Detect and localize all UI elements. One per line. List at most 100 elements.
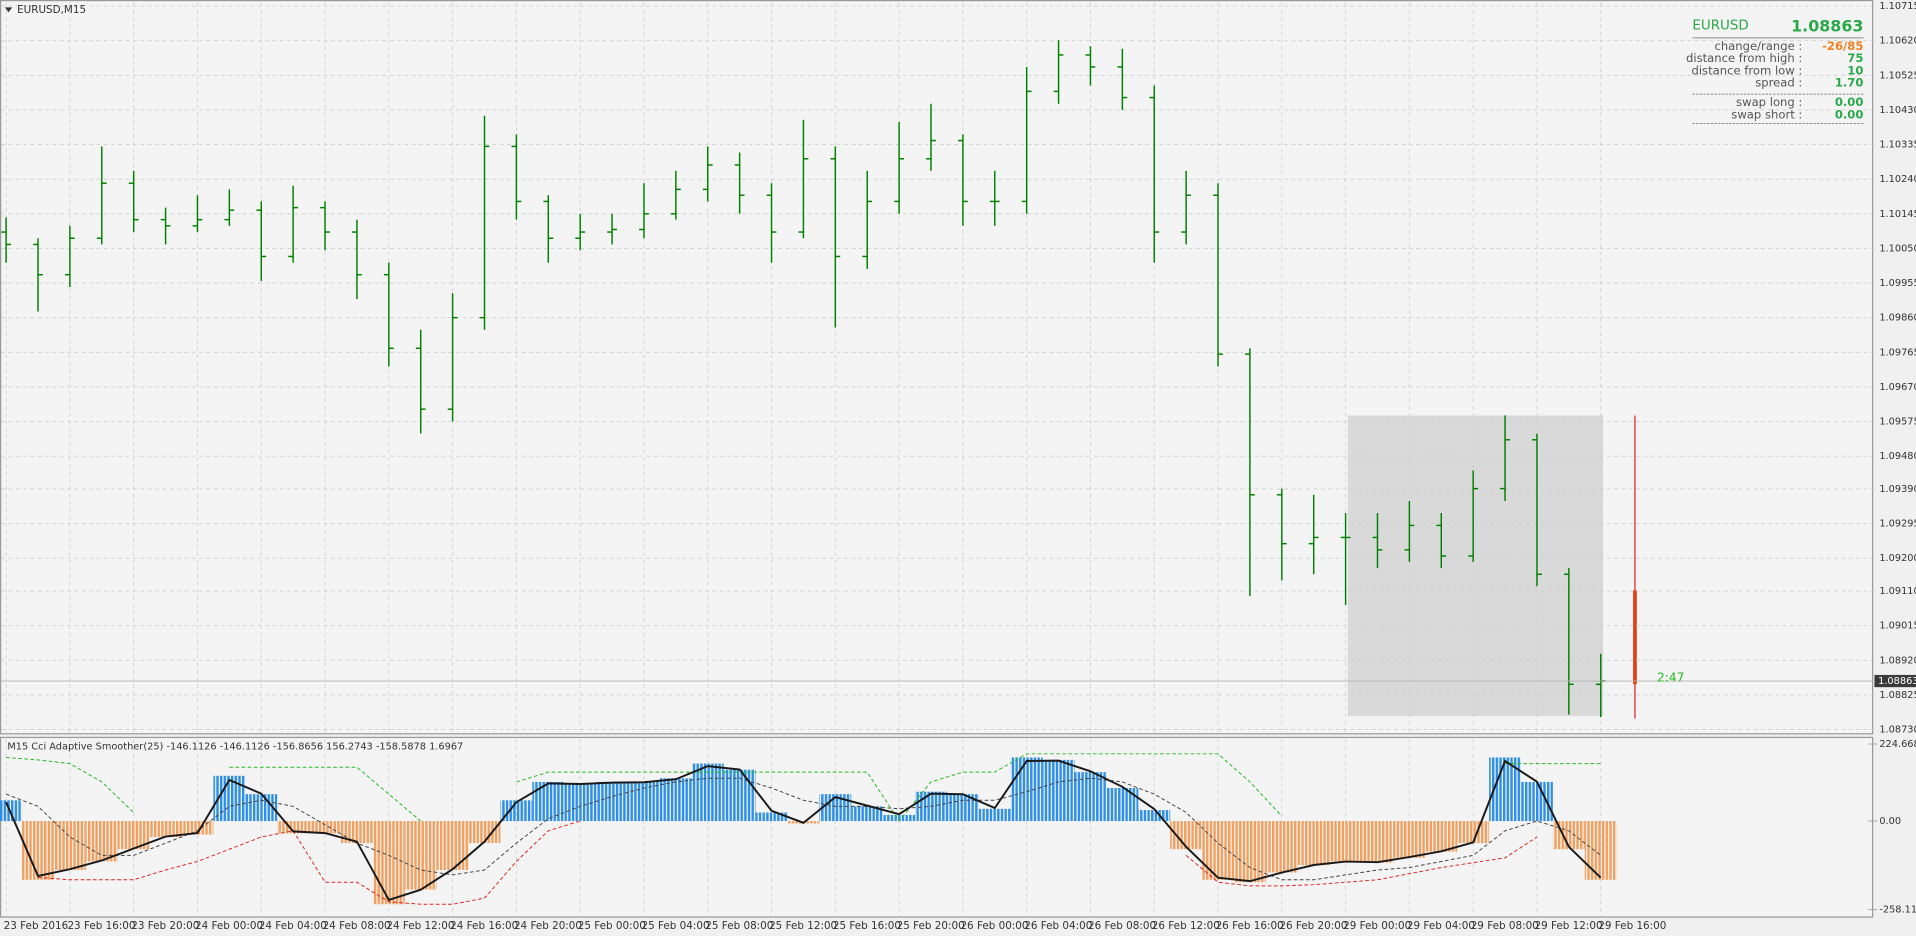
y-tick-label: 1.10525 bbox=[1879, 70, 1916, 81]
last-price-box bbox=[1874, 674, 1916, 688]
x-tick-label: 24 Feb 20:00 bbox=[514, 920, 582, 932]
histogram-bar bbox=[181, 821, 214, 835]
histogram-bar bbox=[277, 821, 310, 834]
histogram-bar bbox=[755, 812, 788, 822]
y-tick-label: 1.10715 bbox=[1879, 1, 1916, 12]
histogram-bar bbox=[404, 821, 437, 890]
info-symbol: EURUSD bbox=[1692, 19, 1748, 34]
x-tick-label: 25 Feb 12:00 bbox=[769, 920, 837, 932]
x-tick-label: 25 Feb 16:00 bbox=[833, 920, 901, 932]
histogram-bar bbox=[851, 806, 884, 822]
x-tick-label: 25 Feb 04:00 bbox=[642, 920, 710, 932]
x-tick-label: 25 Feb 08:00 bbox=[705, 920, 773, 932]
x-tick-label: 23 Feb 20:00 bbox=[131, 920, 199, 932]
histogram-bar bbox=[532, 781, 565, 822]
histogram-bar bbox=[309, 821, 341, 834]
histogram-bar bbox=[1074, 772, 1107, 822]
y-tick-label: 1.09015 bbox=[1879, 621, 1916, 632]
x-tick-label: 26 Feb 00:00 bbox=[960, 920, 1028, 932]
info-label: distance from high : bbox=[1686, 51, 1802, 65]
histogram-bar bbox=[819, 794, 852, 822]
y-tick-label: 1.09200 bbox=[1879, 553, 1916, 564]
histogram-bar bbox=[1170, 821, 1203, 850]
histogram-bar bbox=[1138, 810, 1171, 822]
histogram-bar bbox=[1584, 821, 1617, 880]
histogram-bar bbox=[1521, 781, 1553, 822]
y-tick-label: 1.09390 bbox=[1879, 484, 1916, 495]
y-tick-label: 1.08920 bbox=[1879, 655, 1916, 666]
y-tick-label: 1.08730 bbox=[1879, 725, 1916, 736]
selection-box bbox=[1347, 415, 1604, 717]
histogram-bar bbox=[1425, 821, 1458, 852]
y-tick-label: 1.10050 bbox=[1879, 243, 1916, 254]
x-tick-label: 29 Feb 12:00 bbox=[1535, 920, 1603, 932]
y-tick-label: 1.09670 bbox=[1879, 382, 1916, 393]
x-tick-label: 26 Feb 08:00 bbox=[1088, 920, 1156, 932]
info-value: 75 bbox=[1847, 51, 1863, 65]
y-tick-label: 1.10620 bbox=[1879, 36, 1916, 47]
histogram-bar bbox=[1297, 821, 1330, 866]
last-price-label: 1.08863 bbox=[1878, 676, 1916, 687]
y-tick-label: 1.10145 bbox=[1879, 209, 1916, 220]
histogram-bar bbox=[53, 821, 86, 871]
x-tick-label: 24 Feb 12:00 bbox=[386, 920, 454, 932]
x-tick-label: 29 Feb 08:00 bbox=[1471, 920, 1539, 932]
y-tick-label: 0.00 bbox=[1879, 816, 1901, 827]
y-tick-label: 1.09295 bbox=[1879, 519, 1916, 530]
info-label: distance from low : bbox=[1691, 63, 1802, 77]
histogram-bar bbox=[436, 821, 469, 871]
x-tick-label: 23 Feb 16:00 bbox=[67, 920, 135, 932]
histogram-bar bbox=[1393, 821, 1426, 858]
x-tick-label: 24 Feb 08:00 bbox=[323, 920, 391, 932]
indicator-title: M15 Cci Adaptive Smoother(25) -146.1126 … bbox=[7, 742, 463, 753]
x-tick-label: 23 Feb 2016 bbox=[4, 920, 69, 932]
histogram-bar bbox=[1106, 788, 1139, 822]
histogram-bar bbox=[468, 821, 501, 844]
x-tick-label: 24 Feb 00:00 bbox=[195, 920, 263, 932]
x-tick-label: 24 Feb 04:00 bbox=[259, 920, 327, 932]
x-tick-label: 26 Feb 12:00 bbox=[1152, 920, 1220, 932]
x-tick-label: 26 Feb 16:00 bbox=[1216, 920, 1284, 932]
histogram-bar bbox=[978, 808, 1011, 822]
y-tick-label: -258.1194 bbox=[1879, 905, 1916, 916]
info-value: 10 bbox=[1847, 63, 1863, 77]
info-label: spread : bbox=[1755, 76, 1802, 90]
info-value: -26/85 bbox=[1822, 39, 1863, 53]
histogram-bar bbox=[1457, 821, 1490, 844]
x-tick-label: 24 Feb 16:00 bbox=[450, 920, 518, 932]
info-label: swap short : bbox=[1731, 107, 1802, 121]
histogram-bar bbox=[1265, 821, 1298, 873]
x-tick-label: 29 Feb 00:00 bbox=[1343, 920, 1411, 932]
histogram-bar bbox=[1202, 821, 1234, 880]
level-line bbox=[5, 777, 1602, 881]
y-tick-label: 1.08825 bbox=[1879, 690, 1916, 701]
y-tick-label: 1.09110 bbox=[1879, 586, 1916, 597]
y-tick-label: 1.10430 bbox=[1879, 105, 1916, 116]
histogram-bar bbox=[372, 821, 405, 905]
info-value: 0.00 bbox=[1835, 95, 1864, 109]
x-tick-label: 29 Feb 16:00 bbox=[1598, 920, 1666, 932]
y-tick-label: 1.10335 bbox=[1879, 140, 1916, 151]
y-tick-label: 1.09480 bbox=[1879, 451, 1916, 462]
info-value: 0.00 bbox=[1835, 107, 1864, 121]
x-tick-label: 29 Feb 04:00 bbox=[1407, 920, 1475, 932]
y-tick-label: 224.6687 bbox=[1879, 739, 1916, 750]
histogram-bar bbox=[1361, 821, 1394, 863]
histogram-bar bbox=[85, 821, 118, 862]
x-tick-label: 26 Feb 20:00 bbox=[1279, 920, 1347, 932]
histogram-bar bbox=[0, 800, 23, 822]
histogram-bar bbox=[883, 814, 916, 822]
x-tick-label: 26 Feb 04:00 bbox=[1024, 920, 1092, 932]
y-tick-label: 1.09765 bbox=[1879, 347, 1916, 358]
y-tick-label: 1.09955 bbox=[1879, 278, 1916, 289]
histogram-bar bbox=[149, 821, 182, 837]
histogram-bar bbox=[500, 800, 533, 822]
histogram-bar bbox=[1329, 821, 1362, 862]
menu-arrow[interactable] bbox=[4, 7, 13, 13]
info-price: 1.08863 bbox=[1791, 16, 1863, 35]
histogram-bar bbox=[659, 778, 692, 822]
y-tick-label: 1.09575 bbox=[1879, 417, 1916, 428]
